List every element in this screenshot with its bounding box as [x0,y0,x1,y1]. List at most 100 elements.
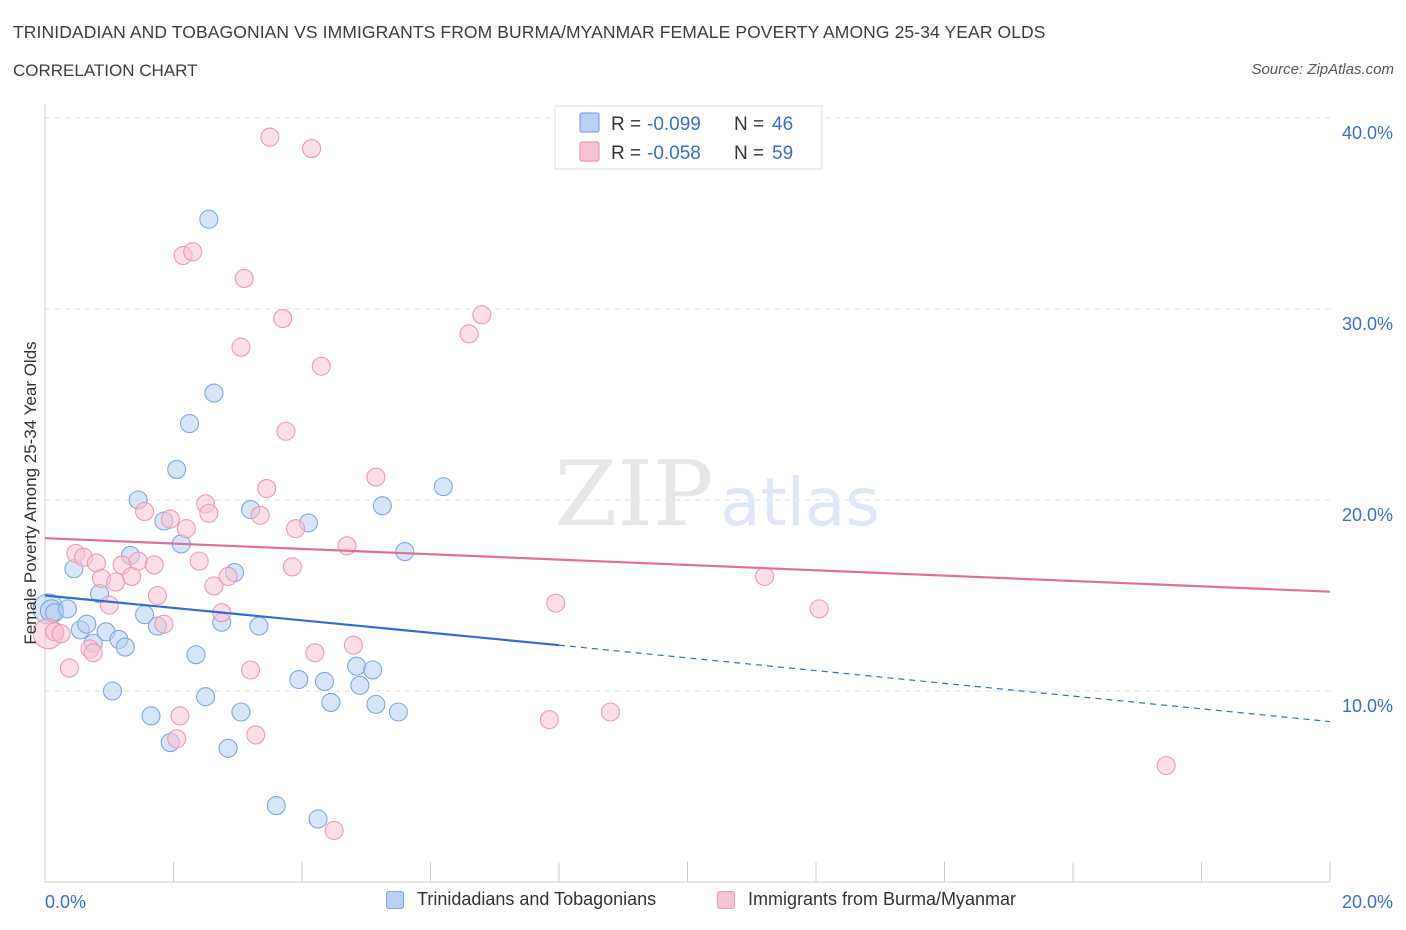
pink-point-11 [106,572,126,592]
blue-point-24 [196,687,216,707]
pink-point-49 [459,324,479,344]
pink-point-56 [1156,755,1176,776]
blue-point-40 [350,675,370,695]
watermark-atlas: atlas [720,464,880,541]
pink-point-43 [305,643,325,663]
legend-swatch-trinidadians [386,890,404,909]
blue-point-36 [308,809,328,829]
pink-point-39 [276,421,296,441]
pink-point-21 [170,706,190,726]
pink-point-3 [59,658,79,678]
legend-item-burma: Immigrants from Burma/Myanmar [717,889,1016,910]
pink-point-34 [246,725,266,745]
pink-point-27 [199,503,219,523]
legend-r-value-1: -0.099 [647,114,701,135]
source-credit: Source: ZipAtlas.com [1251,61,1394,78]
pink-point-51 [539,710,559,730]
legend-r-label-1: R = [611,114,641,135]
chart-subtitle: CORRELATION CHART [13,61,198,80]
pink-point-19 [160,509,180,529]
legend-swatch-burma [717,890,735,909]
blue-point-28 [218,738,238,758]
watermark: ZIP atlas [555,442,880,547]
pink-point-55 [809,599,829,619]
pink-point-38 [273,308,293,329]
pink-point-40 [282,557,302,577]
blue-point-44 [388,702,408,722]
pink-point-30 [218,566,238,586]
blue-point-22 [180,414,200,434]
x-tick-label-20: 20.0% [1342,892,1393,912]
legend-n-value-2: 59 [772,143,793,164]
pink-point-41 [286,519,306,539]
blue-point-23 [186,645,206,665]
pink-point-32 [234,268,254,288]
pink-point-47 [343,635,363,655]
blue-point-39 [347,656,367,676]
pink-point-52 [546,593,566,613]
pink-point-24 [183,242,203,262]
blue-point-42 [366,694,386,714]
y-axis-label: Female Poverty Among 25-34 Year Olds [21,341,40,644]
blue-point-26 [204,383,224,403]
legend-n-value-1: 46 [772,114,793,135]
bottom-legend: Trinidadians and Tobagonians Immigrants … [0,889,1406,917]
pink-point-25 [189,551,209,571]
watermark-zip: ZIP [555,442,714,547]
pink-point-50 [472,305,492,325]
pink-point-53 [600,702,620,722]
pink-point-44 [311,356,331,376]
legend-r-value-2: -0.058 [647,143,701,164]
blue-point-10 [102,681,123,701]
pink-point-37 [260,127,280,147]
blue-point-32 [249,616,269,636]
pink-point-42 [302,139,322,159]
blue-point-37 [314,671,335,692]
y-tick-label-40: 40.0% [1342,123,1393,143]
tick-labels: 10.0% 20.0% 30.0% 40.0% 0.0% 20.0% [45,123,1393,912]
trend-lines [44,537,1331,723]
legend-swatch-pink [579,141,600,162]
pink-point-28 [204,576,224,596]
gridlines [45,117,1330,692]
blue-point-43 [372,496,392,516]
y-tick-label-10: 10.0% [1342,696,1393,716]
blue-point-45 [395,542,415,562]
pink-point-18 [154,614,174,634]
blue-trend-extension [558,644,1331,723]
pink-point-54 [755,566,775,586]
blue-trend-line [44,594,560,647]
data-points [32,127,1176,840]
pink-trend-line [44,537,1331,593]
pink-point-16 [144,555,164,575]
blue-point-34 [289,669,309,690]
blue-point-20 [167,459,187,479]
chart-title: TRINIDADIAN AND TOBAGONIAN VS IMMIGRANTS… [13,22,1046,42]
pink-point-17 [147,585,167,606]
pink-point-15 [135,501,155,522]
pink-point-14 [128,551,148,571]
x-tick-label-0: 0.0% [45,892,86,912]
blue-point-38 [321,692,341,713]
pink-point-36 [257,478,277,499]
blue-point-6 [77,614,97,634]
legend-label-burma: Immigrants from Burma/Myanmar [748,889,1017,909]
pink-point-31 [231,337,251,357]
blue-point-33 [266,796,286,816]
y-tick-label-30: 30.0% [1342,314,1393,334]
pink-point-33 [241,660,261,680]
legend-swatch-blue [579,112,600,133]
axes [44,104,1331,883]
pink-point-48 [366,467,386,487]
legend-item-trinidadians: Trinidadians and Tobagonians [386,889,656,910]
stats-legend: R = -0.099 N = 46 R = -0.058 N = 59 [554,105,823,170]
blue-point-12 [115,637,135,657]
pink-point-46 [337,536,357,556]
blue-point-3 [57,599,78,619]
blue-point-46 [433,477,453,497]
legend-n-label-2: N = [734,143,764,164]
legend-n-label-1: N = [734,114,764,135]
pink-point-10 [99,595,119,615]
pink-point-45 [324,820,344,840]
